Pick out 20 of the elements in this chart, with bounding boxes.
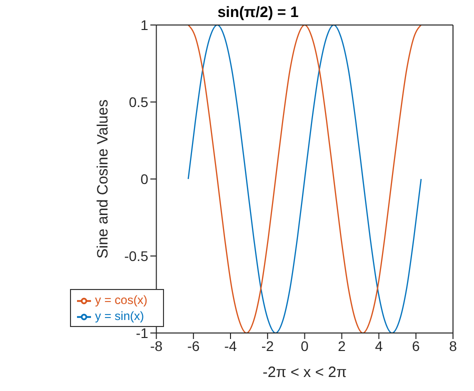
line-series: [188, 25, 422, 333]
y-tick-label: -1: [136, 324, 149, 341]
x-tick-label: -2: [261, 338, 274, 354]
x-tick-label: -6: [187, 338, 200, 354]
x-tick-label: -8: [150, 338, 163, 354]
y-tick-label: 0.5: [128, 94, 149, 110]
x-tick-label: 2: [338, 338, 346, 354]
legend-label: y = sin(x): [95, 309, 144, 323]
y-axis-title: Sine and Cosine Values: [94, 100, 112, 258]
x-axis-title: -2π < x < 2π: [262, 364, 347, 381]
x-tick-label: 4: [374, 338, 383, 354]
y-tick-label: 0: [140, 170, 149, 187]
legend-label: y = cos(x): [95, 293, 148, 307]
y-tick-label: -0.5: [124, 248, 149, 264]
x-tick-label: 8: [449, 338, 458, 354]
x-tick-label: -4: [224, 338, 237, 354]
x-tick-label: 0: [300, 338, 309, 354]
y-tick-label: 1: [140, 16, 149, 33]
chart-title: sin(π/2) = 1: [217, 4, 299, 21]
x-tick-label: 6: [412, 338, 420, 354]
